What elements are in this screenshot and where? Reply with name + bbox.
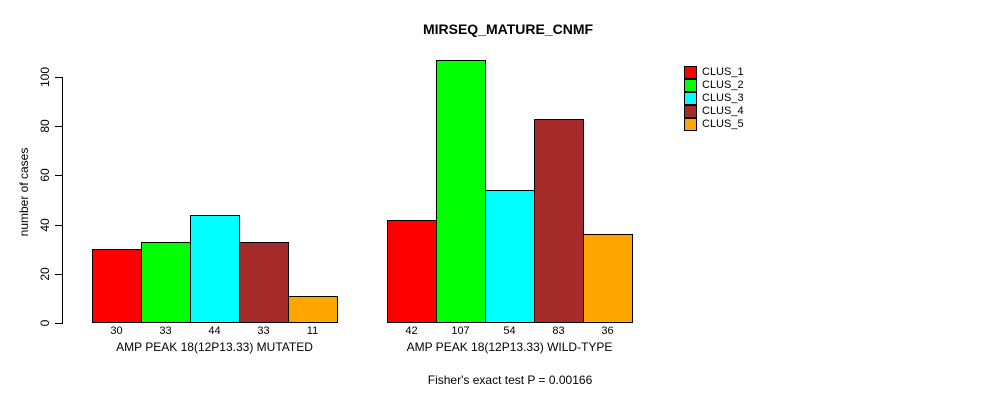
bar-value-label: 42 — [405, 325, 418, 337]
legend-label-clus_5: CLUS_5 — [702, 118, 744, 130]
bar-value-label: 83 — [552, 325, 565, 337]
bar-clus_4 — [534, 118, 584, 323]
bar-value-label: 44 — [208, 325, 221, 337]
legend-label-clus_1: CLUS_1 — [702, 66, 744, 78]
legend-swatch-clus_2 — [684, 79, 697, 92]
bar-value-label: 30 — [110, 325, 123, 337]
annotation-text: Fisher's exact test P = 0.00166 — [427, 373, 593, 387]
legend-swatch-clus_1 — [684, 66, 697, 79]
bar-clus_4 — [239, 241, 289, 323]
bar-value-label: 54 — [503, 325, 516, 337]
bar-clus_2 — [436, 59, 486, 323]
bar-value-label: 33 — [159, 325, 172, 337]
chart-title: MIRSEQ_MATURE_CNMF — [422, 21, 594, 37]
y-axis-tick — [55, 224, 62, 226]
legend-label-clus_4: CLUS_4 — [702, 105, 744, 117]
y-axis-tick — [55, 126, 62, 128]
bar-clus_5 — [583, 234, 633, 323]
legend-swatch-clus_4 — [684, 105, 697, 118]
bar-clus_3 — [485, 190, 535, 323]
y-tick-label: 80 — [38, 119, 52, 133]
y-tick-label: 40 — [38, 217, 52, 232]
y-axis-tick — [55, 323, 62, 324]
y-axis-label: number of cases — [17, 147, 31, 237]
group-label: AMP PEAK 18(12P13.33) WILD-TYPE — [406, 340, 613, 354]
y-tick-label: 100 — [38, 66, 52, 88]
bar-value-label: 36 — [601, 325, 614, 337]
y-axis-tick — [55, 273, 62, 275]
bar-value-label: 33 — [257, 325, 270, 337]
legend-swatch-clus_5 — [684, 118, 697, 131]
bar-value-label: 107 — [451, 325, 470, 337]
bar-clus_5 — [288, 295, 338, 323]
legend-swatch-clus_3 — [684, 92, 697, 105]
y-axis-tick — [55, 77, 62, 78]
legend-label-clus_3: CLUS_3 — [702, 92, 744, 104]
bar-clus_1 — [387, 219, 437, 323]
y-tick-label: 0 — [38, 319, 52, 327]
y-axis-tick — [55, 175, 62, 177]
bar-value-label: 11 — [306, 325, 319, 337]
bar-clus_1 — [92, 249, 142, 323]
bar-clus_3 — [190, 214, 240, 323]
group-label: AMP PEAK 18(12P13.33) MUTATED — [116, 340, 313, 354]
y-tick-label: 20 — [38, 267, 52, 281]
y-axis-line — [62, 77, 63, 324]
legend-label-clus_2: CLUS_2 — [702, 79, 744, 91]
y-tick-label: 60 — [38, 168, 52, 183]
bar-clus_2 — [141, 241, 191, 323]
